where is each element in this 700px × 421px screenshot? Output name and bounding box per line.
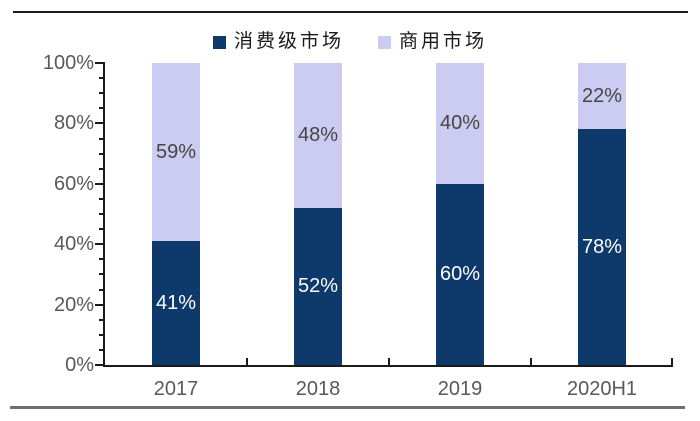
- bar-value-label: 41%: [155, 292, 197, 315]
- bottom-divider: [10, 406, 685, 409]
- y-axis-minor-tick: [99, 137, 103, 140]
- y-tick-label: 100%: [42, 52, 94, 74]
- y-axis-major-tick: [95, 364, 103, 366]
- y-axis-line: [103, 62, 105, 367]
- y-tick-label: 60%: [53, 172, 94, 195]
- bar-value-label: 40%: [439, 112, 481, 135]
- y-tick-label: 40%: [53, 233, 94, 256]
- x-axis-line: [103, 365, 673, 367]
- x-category-label: 2020H1: [566, 378, 638, 400]
- bar-segment-consumer: [152, 241, 200, 365]
- y-axis-minor-tick: [99, 318, 103, 321]
- y-axis-minor-tick: [99, 167, 103, 170]
- bar-value-label: 78%: [581, 236, 623, 259]
- y-axis-minor-tick: [99, 213, 103, 215]
- bar-segment-consumer: [294, 207, 342, 365]
- y-tick-label: 80%: [53, 112, 94, 135]
- bar-value-label: 60%: [439, 263, 481, 286]
- y-axis-minor-tick: [99, 228, 103, 231]
- y-axis-major-tick: [95, 62, 103, 64]
- bar-segment-commercial: [294, 63, 342, 208]
- y-axis-minor-tick: [99, 258, 103, 261]
- x-axis-boundary-tick: [246, 358, 248, 365]
- x-axis-boundary-tick: [530, 358, 532, 365]
- y-axis-minor-tick: [99, 197, 103, 200]
- legend-swatch-consumer-market: [212, 35, 226, 49]
- x-category-label: 2019: [437, 378, 483, 400]
- x-axis-boundary-tick: [388, 358, 390, 365]
- legend-item-commercial-market: 商用市场: [378, 31, 487, 53]
- x-axis-end-tick: [671, 358, 673, 365]
- y-axis-major-tick: [95, 182, 103, 185]
- y-axis-minor-tick: [99, 333, 103, 336]
- y-axis-major-tick: [95, 243, 103, 246]
- bar-value-label: 48%: [297, 124, 339, 147]
- y-axis-major-tick: [95, 122, 103, 125]
- bar-segment-commercial: [152, 63, 200, 242]
- bar-segment-consumer: [436, 183, 484, 365]
- legend-item-consumer-market: 消费级市场: [212, 31, 344, 53]
- bar-value-label: 59%: [155, 141, 197, 164]
- bar-segment-consumer: [578, 129, 626, 365]
- x-category-label: 2017: [153, 378, 199, 400]
- y-axis-minor-tick: [99, 152, 103, 155]
- bar-segment-commercial: [436, 63, 484, 184]
- legend-label-consumer-market: 消费级市场: [233, 31, 344, 52]
- legend-label-commercial-market: 商用市场: [399, 31, 488, 52]
- bar-value-label: 22%: [581, 85, 623, 108]
- y-axis-minor-tick: [99, 348, 103, 351]
- top-divider: [13, 11, 688, 13]
- chart-legend: 消费级市场 商用市场: [0, 31, 700, 53]
- y-axis-major-tick: [95, 303, 103, 306]
- x-category-label: 2018: [295, 378, 341, 400]
- y-tick-label: 20%: [53, 293, 94, 316]
- bar-value-label: 52%: [297, 275, 339, 298]
- y-axis-minor-tick: [99, 288, 103, 291]
- y-tick-label: 0%: [65, 354, 94, 376]
- bar-segment-commercial: [578, 63, 626, 130]
- y-axis-minor-tick: [99, 107, 103, 110]
- y-axis-minor-tick: [99, 273, 103, 276]
- y-axis-minor-tick: [99, 92, 103, 95]
- legend-swatch-commercial-market: [378, 35, 391, 49]
- y-axis-minor-tick: [99, 77, 103, 80]
